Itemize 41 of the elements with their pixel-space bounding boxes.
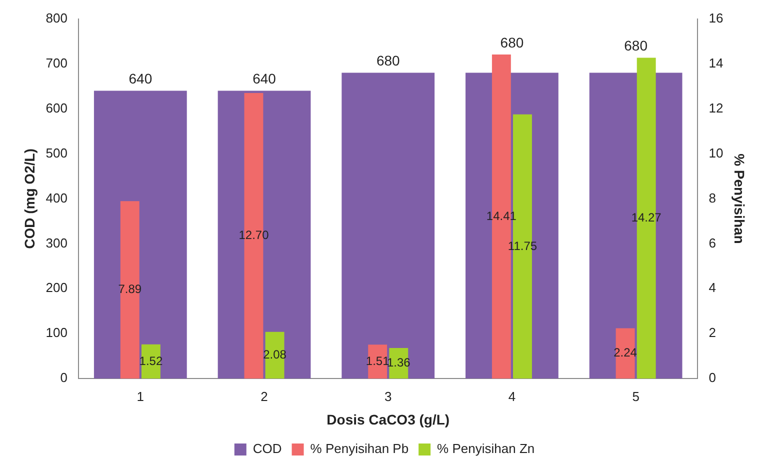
y2-tick-label: 10 <box>708 145 724 160</box>
y2-tick-label: 6 <box>708 235 716 250</box>
y-tick-label: 0 <box>60 370 68 386</box>
y2-tick-label: 14 <box>708 55 724 70</box>
y2-tick-label: 0 <box>708 370 716 386</box>
data-label: 14.41 <box>486 208 517 223</box>
data-label: 680 <box>500 34 524 50</box>
data-label: 680 <box>624 38 648 54</box>
y2-tick-label: 16 <box>708 10 724 26</box>
bar <box>120 201 140 379</box>
x-tick-label: 5 <box>632 388 640 404</box>
x-tick-label: 3 <box>384 388 392 404</box>
y-tick-label: 800 <box>46 10 68 26</box>
data-label: 7.89 <box>118 282 142 296</box>
x-tick-label: 2 <box>260 388 268 404</box>
y-tick-label: 500 <box>46 145 68 160</box>
y-axis-title: COD (mg O2/L) <box>21 148 38 249</box>
legend-label: % Penyisihan Zn <box>437 441 535 456</box>
legend-label: % Penyisihan Pb <box>310 441 409 456</box>
x-tick-label: 1 <box>136 388 144 404</box>
y2-tick-label: 8 <box>708 190 716 206</box>
y-tick-label: 400 <box>46 190 68 206</box>
y2-axis-title: % Penyisihan <box>732 154 748 244</box>
y2-tick-label: 4 <box>708 280 716 296</box>
bar <box>368 344 388 379</box>
y-tick-label: 700 <box>46 55 68 70</box>
bar <box>616 328 635 379</box>
x-axis-title: Dosis CaCO3 (g/L) <box>326 411 450 428</box>
data-label: 640 <box>252 70 276 87</box>
y2-tick-label: 2 <box>708 325 716 340</box>
y-tick-label: 600 <box>46 100 68 116</box>
legend-label: COD <box>252 441 282 456</box>
data-label: 680 <box>376 52 400 69</box>
y-tick-label: 100 <box>46 325 68 340</box>
data-label: 12.70 <box>238 228 270 242</box>
data-label: 640 <box>128 70 152 87</box>
y2-tick-label: 12 <box>708 100 724 116</box>
data-label: 2.24 <box>614 346 638 360</box>
y-tick-label: 300 <box>46 235 68 250</box>
y-tick-label: 200 <box>46 280 68 296</box>
x-tick-label: 4 <box>508 388 516 404</box>
